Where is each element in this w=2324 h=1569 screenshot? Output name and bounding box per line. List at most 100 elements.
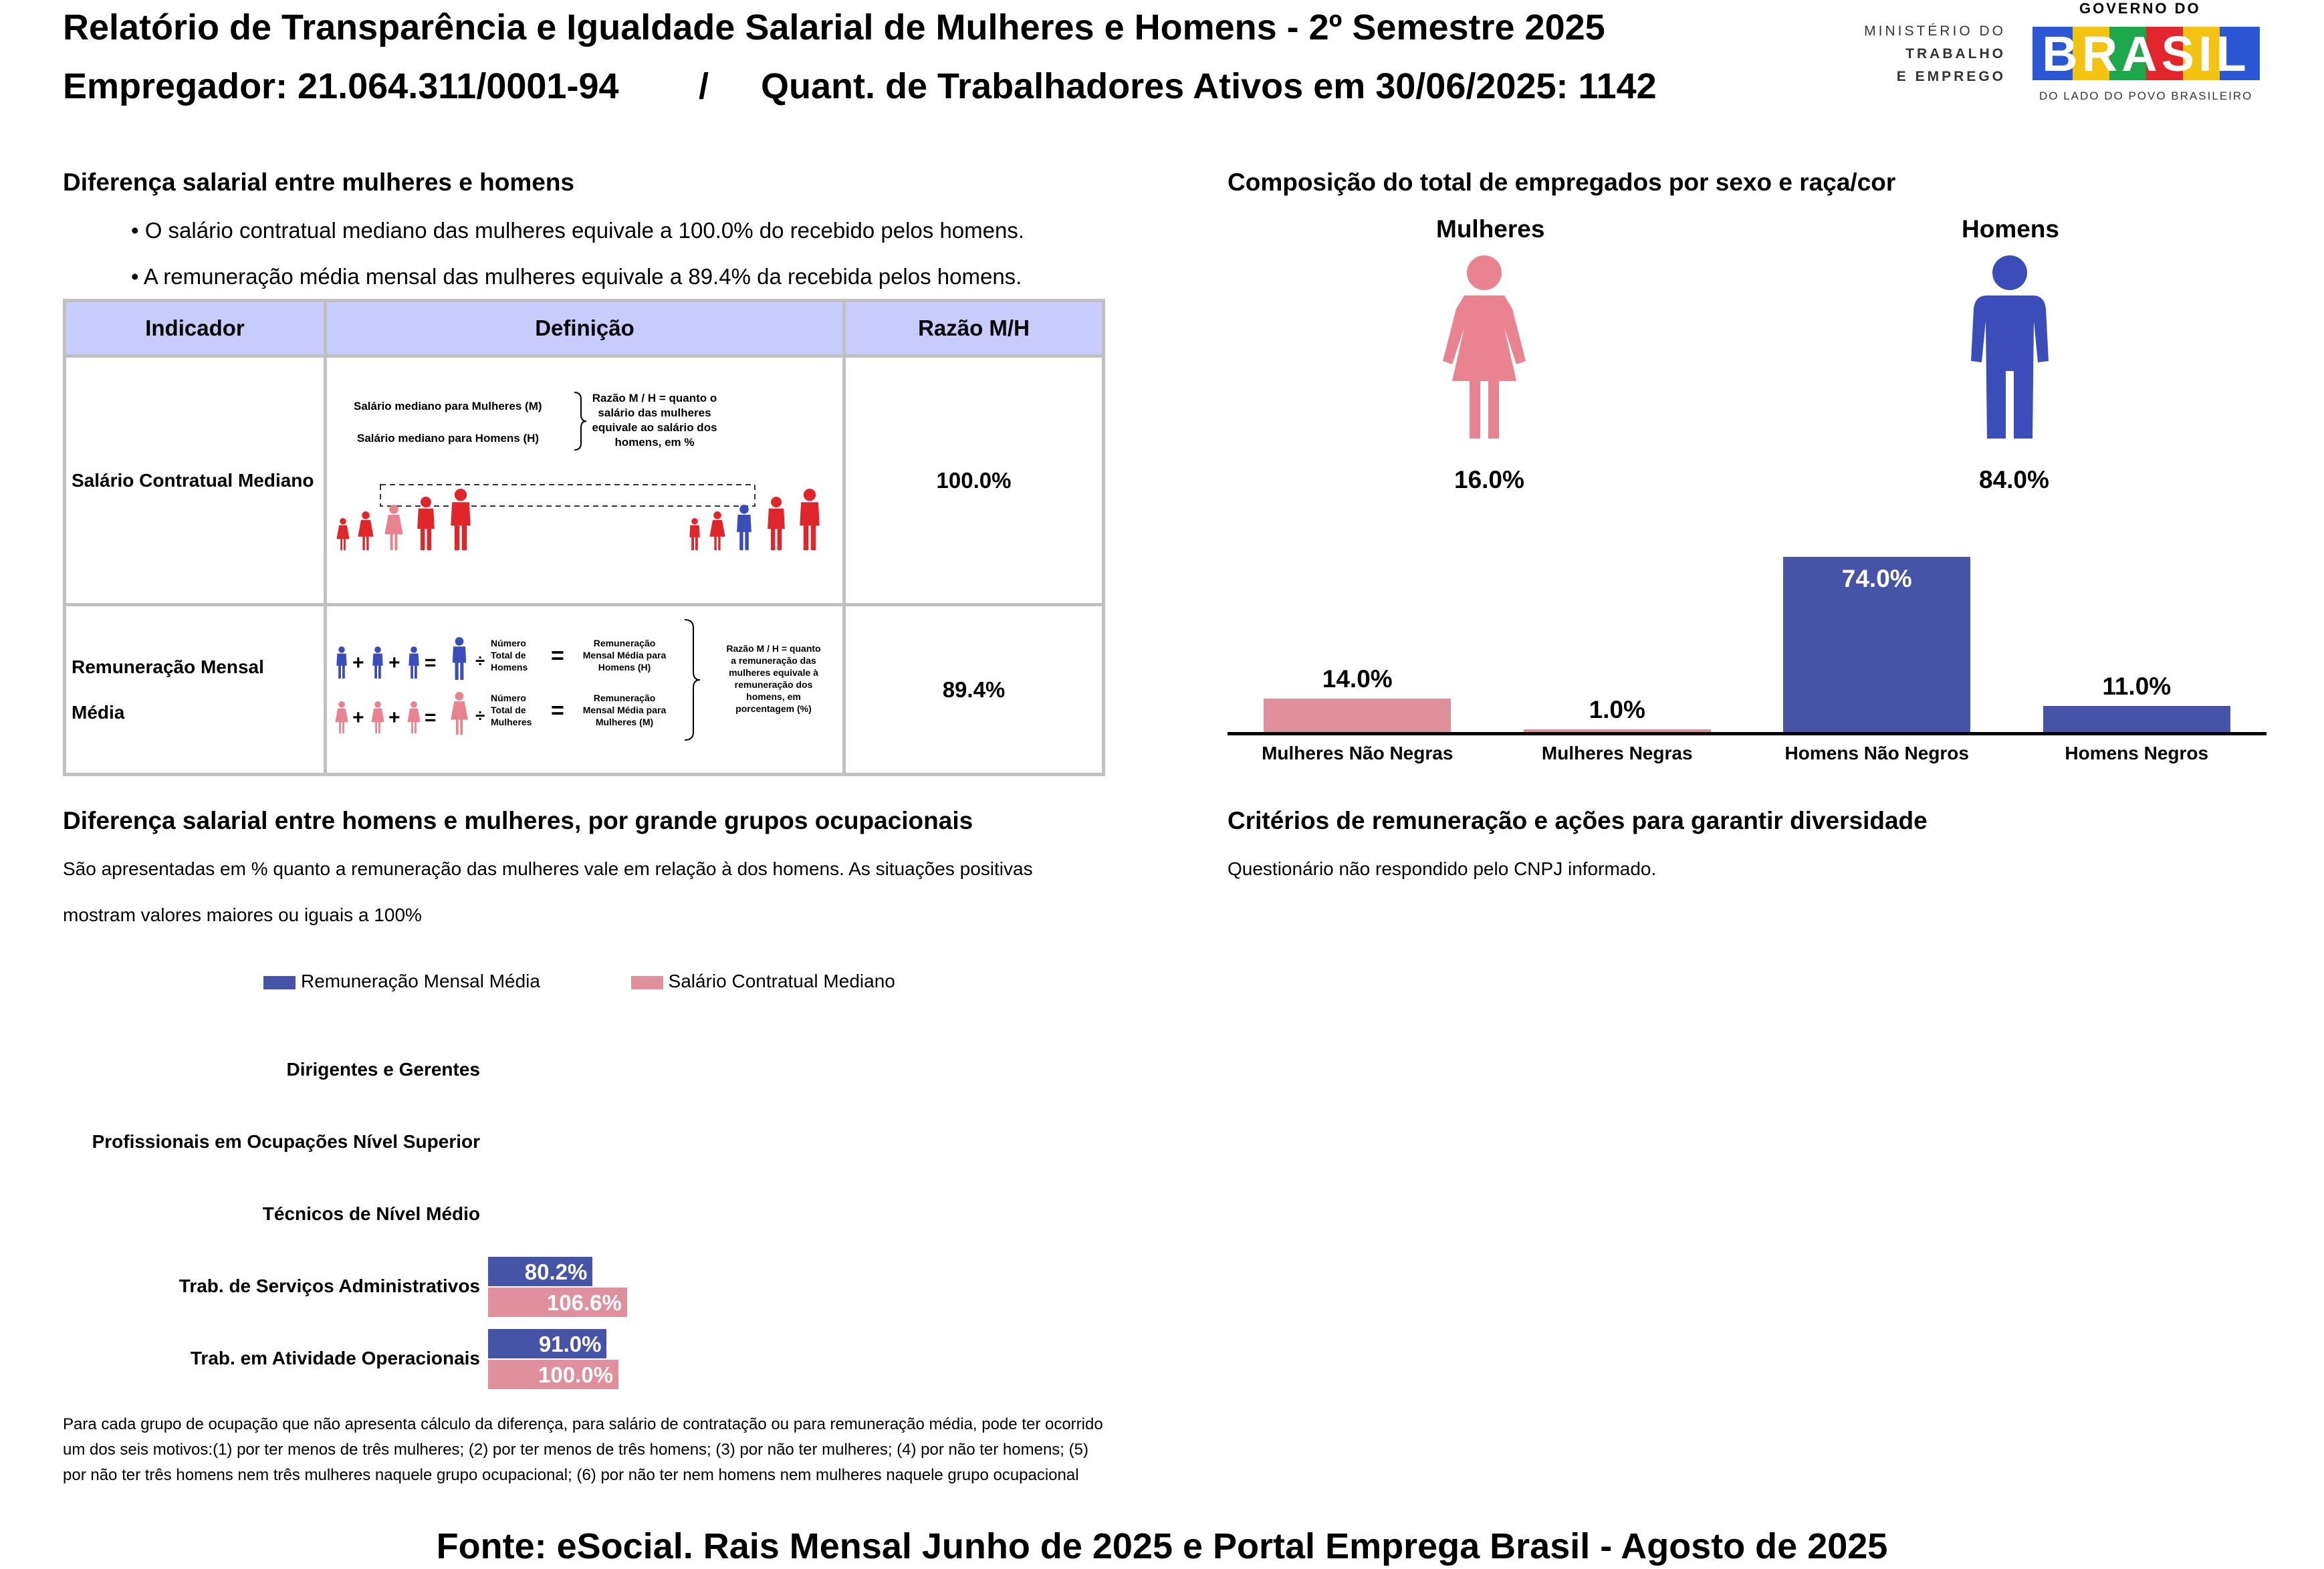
plus-icon: + xyxy=(388,652,400,674)
def2-total-m: Total de xyxy=(491,705,526,715)
bar xyxy=(1523,729,1711,732)
bar xyxy=(488,1329,607,1358)
category-label: Mulheres Negras xyxy=(1541,743,1693,763)
man-icon xyxy=(768,497,785,550)
woman-icon xyxy=(709,511,725,550)
legend-label: Remuneração Mensal Média xyxy=(301,971,540,991)
def2-rem-m: Remuneração xyxy=(594,693,656,703)
def2-rem: Remuneração Mensal Média para Homens (H)… xyxy=(583,638,667,727)
def2-explain-line: porcentagem (%) xyxy=(735,703,812,714)
criteria-text: Questionário não respondido pelo CNPJ in… xyxy=(1228,858,1657,879)
salary-gap-title: Diferença salarial entre mulheres e home… xyxy=(63,168,575,196)
man-icon xyxy=(409,646,419,679)
def2-rem-h: Mensal Média para xyxy=(583,650,667,660)
formula-men-icon: + + = ÷ xyxy=(336,637,485,680)
category-label: Técnicos de Nível Médio xyxy=(262,1203,480,1224)
men-percent: 84.0% xyxy=(1979,466,2049,493)
occupational-desc-1: São apresentadas em % quanto a remuneraç… xyxy=(63,858,1033,879)
divide-icon: ÷ xyxy=(475,705,485,725)
salary-gap-bullet-1: • O salário contratual mediano das mulhe… xyxy=(131,218,1025,243)
def1-explain-line: homens, em % xyxy=(614,436,694,449)
def2-explain-line: a remuneração das xyxy=(731,655,816,666)
indicator-table: Indicador Definição Razão M/H Salário Co… xyxy=(63,299,1105,776)
def2-total-m: Número xyxy=(491,693,526,703)
bar-value-label: 11.0% xyxy=(2102,673,2172,701)
legend-swatch xyxy=(630,975,663,989)
category-label: Homens Negros xyxy=(2065,743,2209,763)
ratio-value: 89.4% xyxy=(842,603,1105,776)
men-label: Homens xyxy=(1962,215,2059,243)
composition-title: Composição do total de empregados por se… xyxy=(1228,168,1896,196)
man-icon xyxy=(372,646,383,679)
indicator-table-header: Indicador Definição Razão M/H xyxy=(63,299,1105,358)
man-icon xyxy=(452,637,467,680)
indicator-label-text: Remuneração Mensal Média xyxy=(72,656,264,723)
ratio-value: 100.0% xyxy=(842,354,1105,606)
women-percent: 16.0% xyxy=(1454,466,1524,493)
governo-brasil-word: BRASIL xyxy=(2032,20,2260,84)
def2-rem-h: Remuneração xyxy=(594,638,656,648)
brace-icon xyxy=(684,619,701,741)
bar xyxy=(488,1257,593,1286)
def2-explain-line: homens, em xyxy=(746,691,801,702)
man-icon xyxy=(451,489,471,550)
bar xyxy=(1783,557,1971,732)
bar-value-label: 106.6% xyxy=(546,1290,622,1315)
woman-icon xyxy=(407,701,421,733)
governo-top-text: GOVERNO DO xyxy=(2079,0,2201,17)
woman-icon xyxy=(1443,255,1526,439)
bar-value-label: 91.0% xyxy=(538,1332,602,1356)
occupational-desc-2: mostram valores maiores ou iguais a 100% xyxy=(63,904,422,925)
people-group-icon xyxy=(689,489,820,550)
def1-explain-line: salário das mulheres xyxy=(598,406,711,419)
def1-women-label: Salário mediano para Mulheres (M) xyxy=(354,400,542,412)
def2-total-h: Homens xyxy=(491,662,528,673)
women-label: Mulheres xyxy=(1436,215,1545,243)
def2-total-m: Mulheres xyxy=(491,717,532,727)
salary-gap-bullet-2: • A remuneração média mensal das mulhere… xyxy=(131,264,1022,289)
ministerio-line-3: E EMPREGO xyxy=(1896,69,2006,84)
def1-explain-line: equivale ao salário dos xyxy=(592,421,717,434)
bar-value-label: 1.0% xyxy=(1589,696,1645,723)
occupational-title: Diferença salarial entre homens e mulher… xyxy=(63,807,973,834)
x-axis xyxy=(1228,732,2267,735)
def2-explain-line: remuneração dos xyxy=(735,679,813,690)
bar-value-label: 74.0% xyxy=(1841,565,1912,592)
man-icon xyxy=(689,518,700,550)
header-indicador: Indicador xyxy=(63,299,327,358)
plus-icon: + xyxy=(352,707,364,729)
table-row: Remuneração Mensal Média + + = ÷ + + = ÷ Númer… xyxy=(63,603,1105,776)
def1-explain: Razão M / H = quanto o salário das mulhe… xyxy=(592,392,717,449)
category-label: Dirigentes e Gerentes xyxy=(286,1059,480,1080)
def1-explain-line: Razão M / H = quanto o xyxy=(592,392,717,404)
bar xyxy=(2043,706,2230,732)
header-separator: / xyxy=(699,66,709,106)
footer-source: Fonte: eSocial. Rais Mensal Junho de 202… xyxy=(436,1526,1888,1566)
category-label: Trab. de Serviços Administrativos xyxy=(179,1276,480,1296)
def2-explain-line: mulheres equivale à xyxy=(729,667,818,678)
table-row: Salário Contratual Mediano Salário media… xyxy=(63,354,1105,606)
definition-diagram-2: + + = ÷ + + = ÷ Número Total de Homens Número … xyxy=(324,603,846,776)
governo-bottom-text: DO LADO DO POVO BRASILEIRO xyxy=(2039,90,2253,102)
category-label: Profissionais em Ocupações Nível Superio… xyxy=(92,1131,480,1152)
man-icon xyxy=(737,505,751,550)
header-definicao: Definição xyxy=(324,299,846,358)
legend-swatch xyxy=(263,975,296,989)
people-group-icon xyxy=(336,489,471,550)
man-icon xyxy=(417,497,435,550)
median-dashed-box xyxy=(380,484,756,507)
category-label: Mulheres Não Negras xyxy=(1262,743,1454,763)
ministerio-line-2: TRABALHO xyxy=(1905,46,2006,62)
man-icon xyxy=(800,489,820,550)
def1-men-label: Salário mediano para Homens (H) xyxy=(357,432,539,445)
woman-icon xyxy=(451,692,468,735)
def2-total-h: Total de xyxy=(491,650,526,660)
divide-icon: ÷ xyxy=(475,650,485,671)
equals-icon: = xyxy=(425,707,437,729)
man-icon xyxy=(336,646,347,679)
bar-value-label: 100.0% xyxy=(538,1362,613,1387)
category-label: Homens Não Negros xyxy=(1784,743,1969,763)
woman-icon xyxy=(384,505,403,550)
formula-women-icon: + + = ÷ xyxy=(335,692,485,735)
bar xyxy=(488,1360,618,1389)
